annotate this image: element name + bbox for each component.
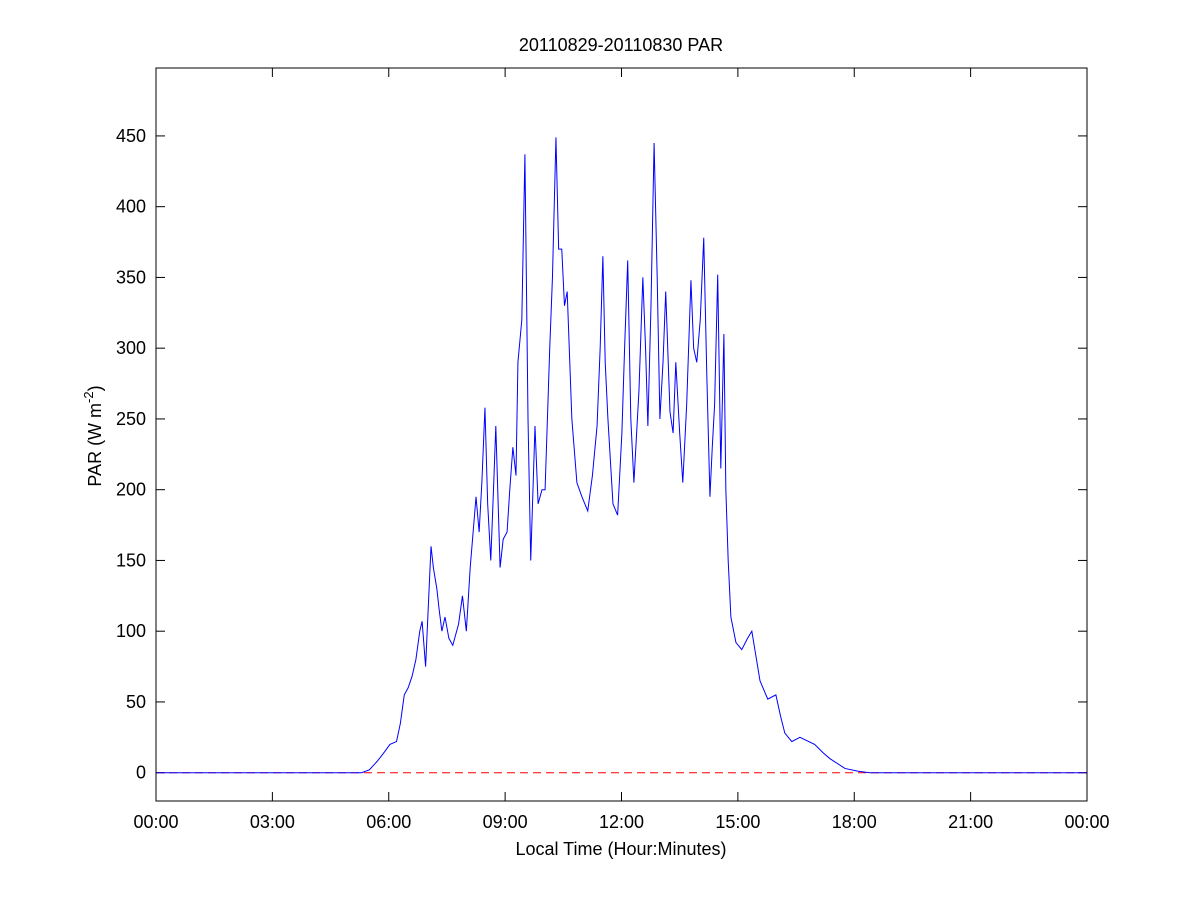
data-line [156,137,1087,774]
x-tick-label: 12:00 [599,812,644,832]
y-tick-label: 50 [126,692,146,712]
y-tick-label: 300 [116,338,146,358]
y-tick-label: 0 [136,763,146,783]
y-tick-label: 100 [116,621,146,641]
y-label-text: ) [85,385,105,391]
x-tick-label: 21:00 [948,812,993,832]
x-tick-label: 00:00 [133,812,178,832]
chart-title: 20110829-20110830 PAR [519,35,723,55]
y-tick-label: 400 [116,197,146,217]
y-tick-label: 350 [116,267,146,287]
x-tick-label: 09:00 [483,812,528,832]
y-label-text: PAR (W m [85,403,105,487]
y-tick-label: 150 [116,550,146,570]
y-axis-label: PAR (W m-2) [81,385,105,486]
y-tick-label: 200 [116,480,146,500]
x-axis-label: Local Time (Hour:Minutes) [515,839,726,859]
y-label-sup: -2 [81,391,96,403]
x-tick-label: 18:00 [832,812,877,832]
x-tick-label: 06:00 [366,812,411,832]
plot-frame [155,67,1088,802]
x-tick-label: 00:00 [1064,812,1109,832]
x-tick-label: 15:00 [715,812,760,832]
x-tick-label: 03:00 [250,812,295,832]
y-tick-label: 250 [116,409,146,429]
y-tick-label: 450 [116,126,146,146]
